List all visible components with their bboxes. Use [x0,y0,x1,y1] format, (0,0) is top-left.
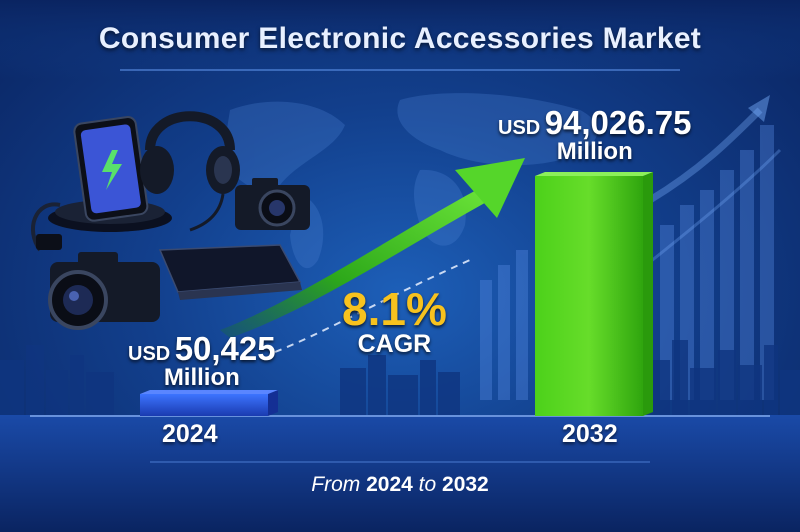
value-amount-2024: 50,425 [174,330,276,367]
headphones-icon [140,111,240,232]
bar-top-2024 [140,390,278,394]
bg-arrow-line-2 [639,148,782,272]
footer-caption: From 2024 to 2032 [0,473,800,497]
dslr-camera-icon [48,252,160,330]
city-skyline [0,340,800,415]
category-label-2032: 2032 [562,420,618,448]
category-label-2024: 2024 [162,420,218,448]
footer-start-year: 2024 [366,473,413,496]
value-currency-2024: USD [128,343,171,365]
bg-arrow-head [748,95,770,122]
footer-end-year: 2032 [442,473,489,496]
bar-2032 [535,176,643,416]
bar-side-2032 [643,172,653,416]
bg-arrow-line [648,107,763,204]
value-currency-2032: USD [498,117,541,139]
bar-side-2024 [268,390,278,416]
camera-icon [235,178,310,230]
value-amount-2032: 94,026.75 [544,104,692,141]
footer-from: From [311,473,361,496]
cagr-label: CAGR [357,330,432,358]
cagr-value: 8.1% [342,283,447,335]
value-label-2024: USD 50,425 Million [128,330,276,392]
cagr-annotation: 8.1% CAGR [342,282,447,359]
header-band [0,0,800,80]
chart-title: Consumer Electronic Accessories Market [98,22,702,55]
bar-top-2032 [535,172,653,176]
value-label-2032: USD 94,026.75 Million [498,104,692,166]
wireless-charger-phone-icon [30,116,172,252]
background-bars [480,125,774,400]
footer-to: to [418,473,437,496]
laptop-icon [158,244,302,300]
value-unit-2032: Million [556,138,633,165]
base-band [0,415,800,532]
value-unit-2024: Million [163,364,240,391]
trend-dashed-line [274,259,471,353]
growth-arrow-icon [220,158,525,338]
data-bars [140,172,653,416]
bar-2024 [140,394,268,416]
